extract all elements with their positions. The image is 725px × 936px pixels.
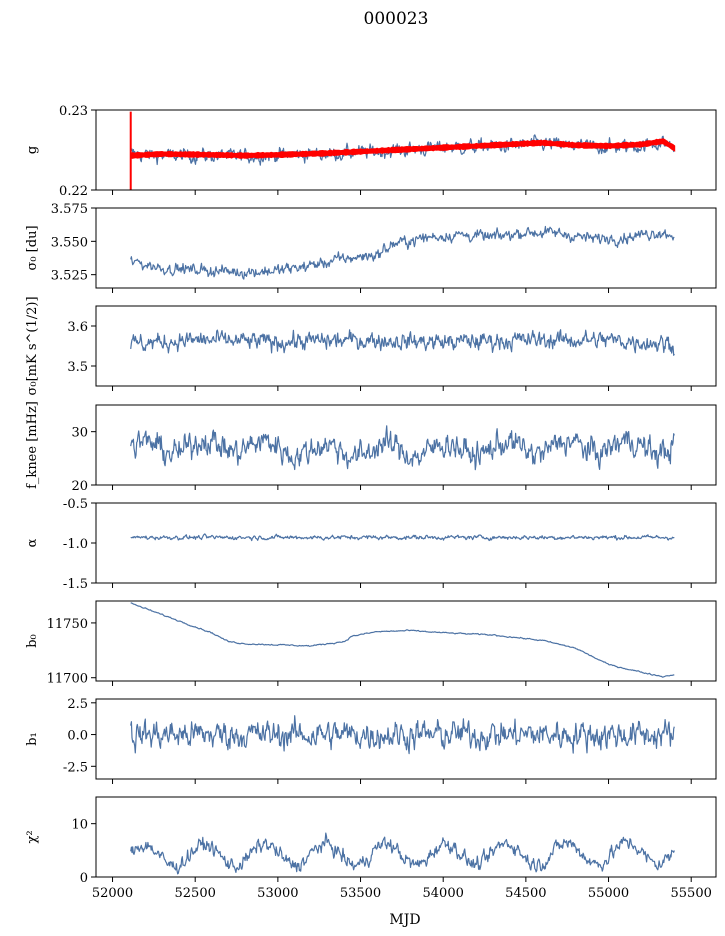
y-axis-label: σ₀[mK s^(1/2)]	[25, 296, 40, 395]
y-tick-label: 20	[71, 479, 88, 494]
y-tick-label: 0.0	[67, 729, 88, 744]
plot-area-5	[130, 533, 675, 542]
plot-area-4	[130, 425, 675, 471]
plot-area-7	[130, 715, 675, 755]
plot-area-8	[130, 832, 675, 875]
y-tick-label: 3.575	[51, 202, 88, 217]
y-axis-label: b₁	[25, 732, 40, 746]
axes-frame-3	[95, 305, 717, 387]
y-axis-label: b₀	[25, 634, 40, 648]
x-tick-label: 52500	[175, 886, 216, 901]
y-tick-label: -1.0	[63, 537, 88, 552]
plot-area-2	[130, 225, 675, 280]
plot-area-1	[129, 111, 676, 190]
figure-title: 000023	[364, 9, 429, 29]
series-line-6	[130, 602, 675, 678]
fit-band	[130, 138, 676, 159]
y-tick-label: 3.5	[67, 360, 88, 375]
y-tick-label: 30	[71, 426, 88, 441]
y-tick-label: 2.5	[67, 697, 88, 712]
series-line-5	[130, 533, 675, 542]
panel-5: -1.5 -1.0 -0.5 α	[25, 497, 717, 592]
panel-8: 0 10 χ²	[25, 796, 717, 886]
x-tick-label: 55000	[588, 886, 629, 901]
y-axis-label: α	[25, 538, 40, 547]
x-tick-label: 53000	[257, 886, 298, 901]
y-tick-label: -0.5	[63, 497, 88, 512]
axes-frame-5	[95, 502, 717, 584]
y-tick-label: 3.6	[67, 320, 88, 335]
series-line-8	[130, 832, 675, 875]
y-axis-label: f_knee [mHz]	[25, 401, 40, 489]
panels: 0.22 0.23 g 3.525 3.550 3.575 σ₀ [du] 3.5 3.6 σ₀[…	[25, 104, 717, 886]
panel-2: 3.525 3.550 3.575 σ₀ [du]	[25, 202, 717, 293]
x-tick-label: 52000	[92, 886, 133, 901]
series-line-2	[130, 225, 675, 280]
x-tick-label: 55500	[671, 886, 712, 901]
panel-7: -2.5 0.0 2.5 b₁	[25, 697, 717, 784]
panel-3: 3.5 3.6 σ₀[mK s^(1/2)]	[25, 296, 717, 396]
y-tick-label: 0.23	[59, 104, 88, 119]
x-tick-label: 53500	[340, 886, 381, 901]
y-axis-label: σ₀ [du]	[25, 225, 40, 270]
axes-frame-1	[95, 109, 717, 191]
axes-frame-6	[95, 600, 717, 682]
y-tick-label: -1.5	[63, 577, 88, 592]
axes-frame-2	[95, 207, 717, 289]
panel-1: 0.22 0.23 g	[25, 104, 717, 199]
axes-frame-7	[95, 698, 717, 780]
y-tick-label: 3.525	[51, 269, 88, 284]
y-tick-label: 0.22	[59, 184, 88, 199]
x-tick-label: 54500	[505, 886, 546, 901]
y-tick-label: 3.550	[51, 235, 88, 250]
y-tick-label: 11750	[47, 617, 88, 632]
y-tick-label: 0	[80, 871, 88, 886]
panel-6: 11700 11750 b₀	[25, 600, 717, 687]
y-tick-label: -2.5	[63, 760, 88, 775]
panel-4: 20 30 f_knee [mHz]	[25, 401, 717, 494]
y-axis-label: χ²	[25, 830, 40, 843]
y-tick-label: 11700	[47, 672, 88, 687]
x-axis-label: MJD	[389, 912, 420, 928]
plot-area-3	[130, 329, 675, 356]
shared-x-axis: 52000 52500 53000 53500 54000 54500 55000 55500	[92, 886, 712, 901]
y-axis-label: g	[25, 146, 40, 154]
series-line-4	[130, 425, 675, 471]
y-tick-label: 10	[71, 818, 88, 833]
axes-frame-4	[95, 404, 717, 486]
plot-area-6	[130, 602, 675, 678]
series-line-3	[130, 329, 675, 356]
axes-frame-8	[95, 796, 717, 878]
x-tick-label: 54000	[423, 886, 464, 901]
series-line-7	[130, 715, 675, 755]
